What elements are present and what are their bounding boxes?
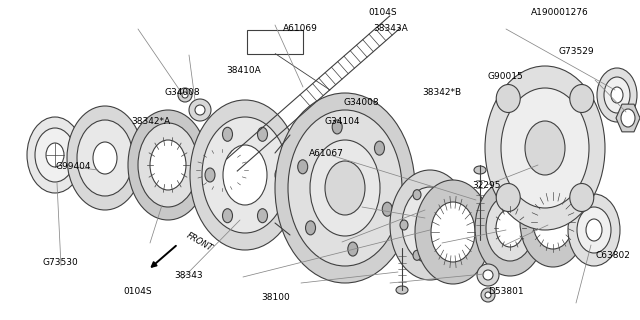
Ellipse shape — [439, 250, 447, 260]
Text: G73529: G73529 — [558, 47, 594, 56]
Ellipse shape — [525, 121, 565, 175]
Ellipse shape — [46, 143, 64, 167]
Ellipse shape — [195, 105, 205, 115]
Ellipse shape — [621, 109, 635, 127]
Ellipse shape — [439, 190, 447, 200]
Text: D53801: D53801 — [488, 287, 524, 296]
Ellipse shape — [223, 127, 232, 141]
Ellipse shape — [611, 87, 623, 103]
Ellipse shape — [189, 99, 211, 121]
Text: 38410A: 38410A — [226, 66, 260, 75]
Ellipse shape — [416, 206, 444, 244]
Polygon shape — [616, 104, 640, 132]
Text: G99404: G99404 — [56, 162, 92, 171]
Ellipse shape — [27, 117, 83, 193]
Ellipse shape — [205, 168, 215, 182]
Ellipse shape — [298, 160, 308, 174]
Ellipse shape — [382, 202, 392, 216]
Ellipse shape — [431, 202, 475, 262]
Ellipse shape — [310, 140, 380, 236]
Text: G34104: G34104 — [324, 117, 360, 126]
Ellipse shape — [475, 180, 545, 276]
Ellipse shape — [413, 190, 421, 200]
Ellipse shape — [570, 183, 594, 212]
Ellipse shape — [520, 177, 586, 267]
Text: 38100: 38100 — [261, 293, 289, 302]
Ellipse shape — [182, 92, 188, 98]
Ellipse shape — [190, 100, 300, 250]
Text: 38342*B: 38342*B — [422, 88, 461, 97]
Ellipse shape — [77, 120, 133, 196]
Ellipse shape — [128, 110, 208, 220]
Text: G34008: G34008 — [344, 98, 380, 107]
Text: G34008: G34008 — [164, 88, 200, 97]
Ellipse shape — [477, 264, 499, 286]
Ellipse shape — [348, 242, 358, 256]
Ellipse shape — [205, 155, 239, 185]
Text: 38343: 38343 — [175, 271, 203, 280]
Text: A61069: A61069 — [284, 24, 318, 33]
Ellipse shape — [496, 84, 520, 113]
Ellipse shape — [67, 106, 143, 210]
Ellipse shape — [415, 180, 491, 284]
Ellipse shape — [214, 164, 230, 177]
Ellipse shape — [223, 209, 232, 223]
Ellipse shape — [485, 66, 605, 230]
Ellipse shape — [413, 250, 421, 260]
Ellipse shape — [533, 195, 573, 249]
Ellipse shape — [396, 286, 408, 294]
Ellipse shape — [400, 220, 408, 230]
Ellipse shape — [474, 166, 486, 174]
Ellipse shape — [485, 292, 491, 298]
Ellipse shape — [452, 220, 460, 230]
Ellipse shape — [257, 127, 268, 141]
Text: 0104S: 0104S — [124, 287, 152, 296]
Ellipse shape — [223, 145, 267, 205]
Text: 0104S: 0104S — [369, 8, 397, 17]
Text: G73530: G73530 — [43, 258, 79, 267]
Ellipse shape — [195, 146, 248, 194]
Ellipse shape — [496, 183, 520, 212]
Text: 32295: 32295 — [472, 181, 500, 190]
Text: C63802: C63802 — [595, 252, 630, 260]
Text: A61067: A61067 — [309, 149, 344, 158]
Ellipse shape — [202, 117, 288, 233]
Ellipse shape — [257, 209, 268, 223]
Ellipse shape — [275, 93, 415, 283]
Ellipse shape — [501, 88, 589, 208]
Ellipse shape — [275, 168, 285, 182]
Ellipse shape — [178, 88, 192, 102]
Ellipse shape — [305, 221, 316, 235]
Text: 38343A: 38343A — [373, 24, 408, 33]
Ellipse shape — [390, 170, 470, 280]
Ellipse shape — [138, 123, 198, 207]
Ellipse shape — [402, 187, 458, 263]
Ellipse shape — [35, 128, 75, 182]
Ellipse shape — [586, 219, 602, 241]
Ellipse shape — [570, 84, 594, 113]
Text: FRONT: FRONT — [185, 231, 214, 253]
Ellipse shape — [332, 120, 342, 134]
Ellipse shape — [325, 161, 365, 215]
Ellipse shape — [486, 195, 534, 261]
Text: G90015: G90015 — [488, 72, 524, 81]
Text: A190001276: A190001276 — [531, 8, 589, 17]
Ellipse shape — [288, 110, 402, 266]
Text: 38342*A: 38342*A — [131, 117, 170, 126]
Ellipse shape — [483, 270, 493, 280]
Ellipse shape — [93, 142, 117, 174]
Ellipse shape — [604, 77, 630, 113]
Ellipse shape — [568, 194, 620, 266]
Ellipse shape — [597, 68, 637, 122]
Ellipse shape — [496, 209, 524, 247]
Ellipse shape — [577, 207, 611, 253]
Ellipse shape — [374, 141, 385, 155]
Ellipse shape — [150, 140, 186, 190]
Ellipse shape — [481, 288, 495, 302]
